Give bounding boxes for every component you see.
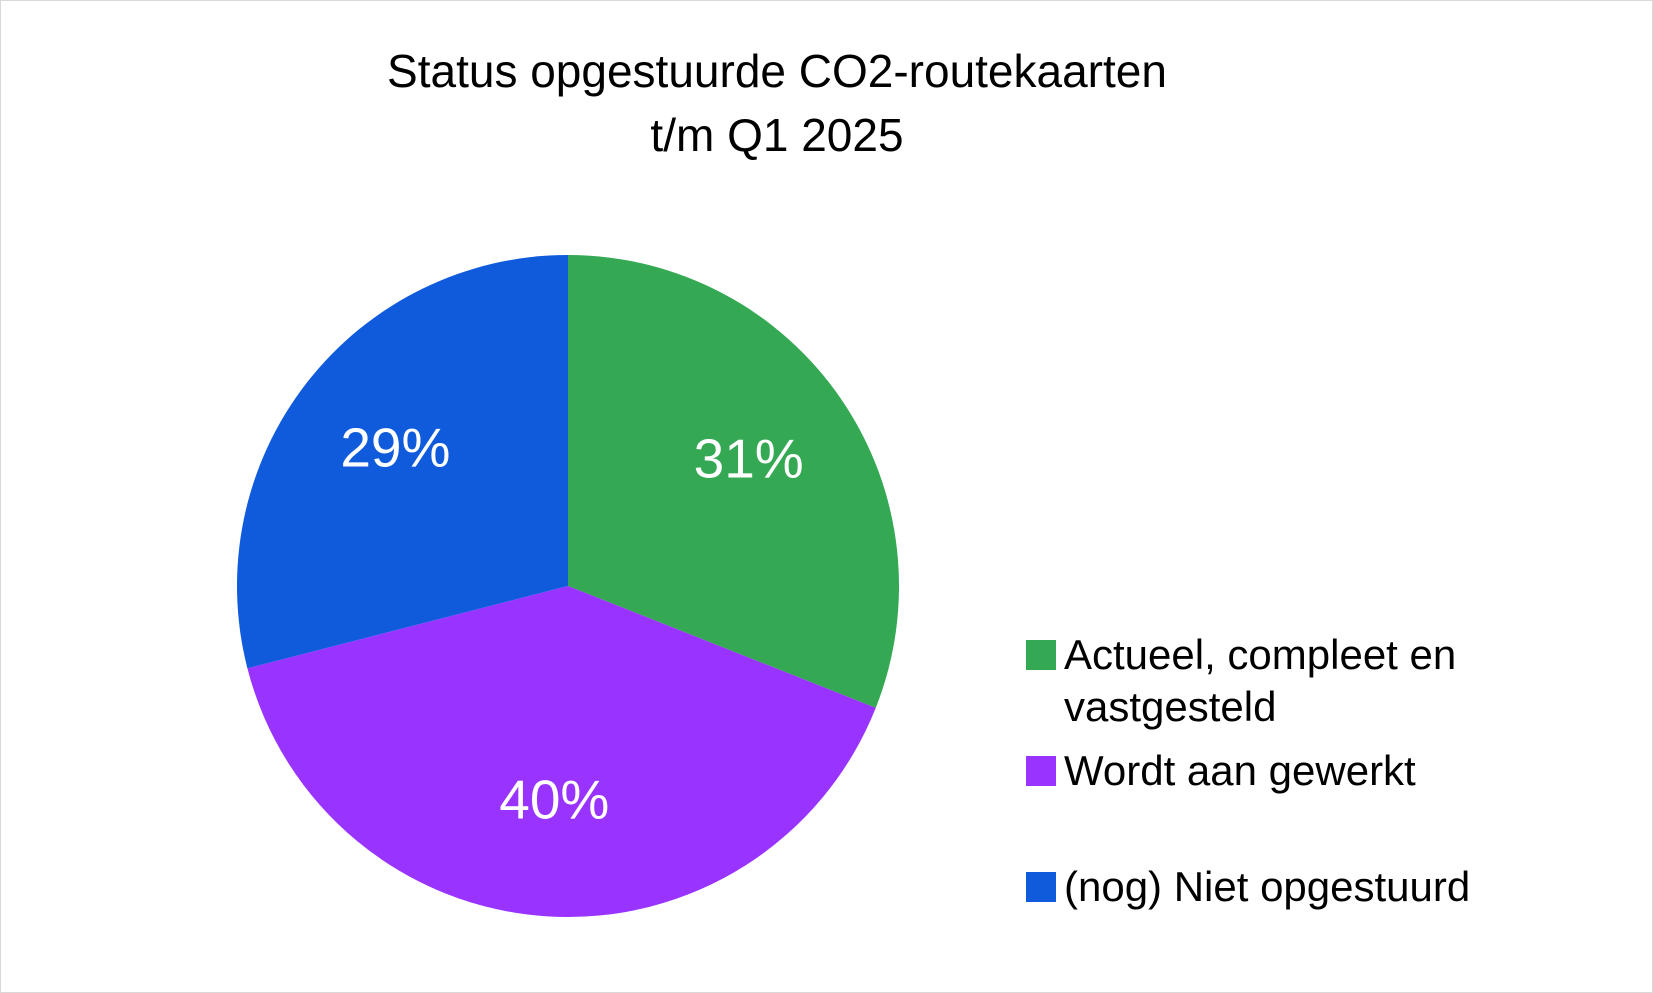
legend-label: Actueel, compleet en vastgesteld — [1064, 631, 1457, 730]
legend-label: (nog) Niet opgestuurd — [1064, 863, 1471, 910]
legend-swatch — [1026, 872, 1056, 902]
data-label: 29% — [340, 417, 450, 479]
legend-item: Actueel, compleet en vastgesteld — [1026, 629, 1526, 745]
chart-title: Status opgestuurde CO2-routekaarten — [387, 45, 1167, 97]
pie-slice — [247, 586, 876, 918]
pie-slice — [568, 255, 899, 708]
legend: Actueel, compleet en vastgesteld Wordt aa… — [1026, 629, 1526, 977]
legend-swatch — [1026, 756, 1056, 786]
chart-title: t/m Q1 2025 — [650, 109, 903, 161]
data-label: 31% — [694, 428, 804, 490]
data-label: 40% — [499, 769, 609, 831]
legend-item: (nog) Niet opgestuurd — [1026, 861, 1526, 977]
legend-label: Wordt aan gewerkt — [1064, 747, 1416, 794]
legend-item: Wordt aan gewerkt — [1026, 745, 1526, 861]
pie-slice — [237, 255, 568, 669]
legend-swatch — [1026, 640, 1056, 670]
